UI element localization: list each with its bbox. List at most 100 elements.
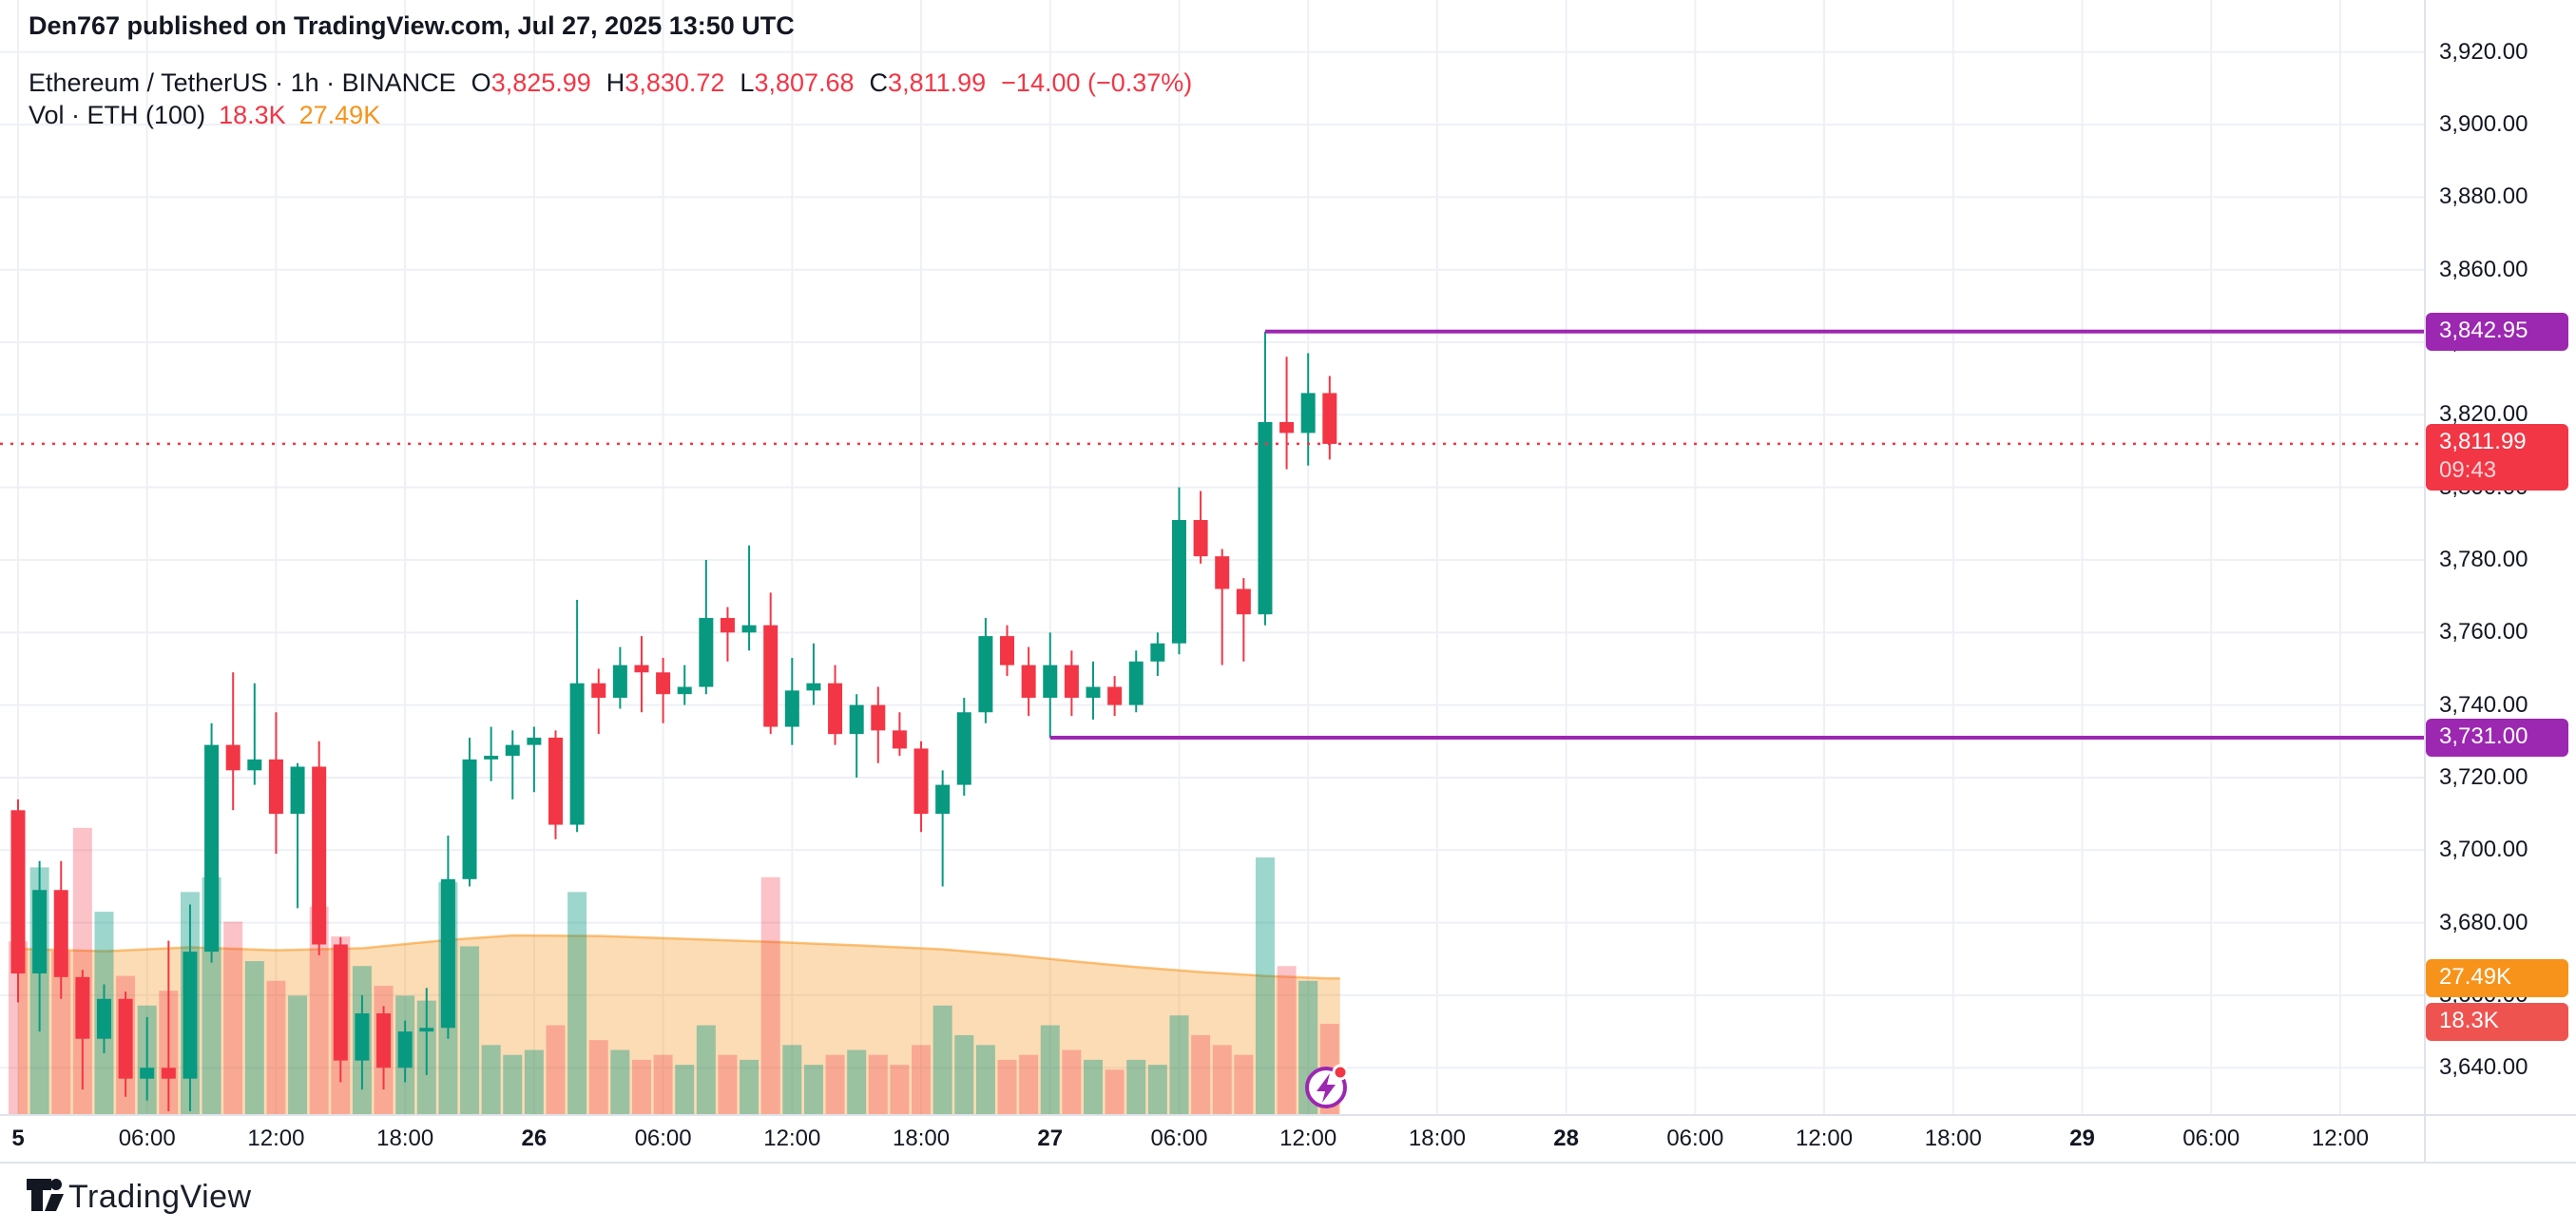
price-tick-label: 3,780.00 bbox=[2439, 546, 2528, 572]
legend-high: H3,830.72 bbox=[606, 68, 725, 97]
candle-body bbox=[612, 664, 627, 699]
candle-body bbox=[978, 636, 993, 713]
volume-bar bbox=[932, 1005, 952, 1114]
volume-bar bbox=[675, 1065, 695, 1114]
volume-bar bbox=[9, 941, 28, 1114]
volume-bar bbox=[266, 980, 286, 1114]
price-tick-label: 3,900.00 bbox=[2439, 111, 2528, 138]
candle-body bbox=[913, 748, 929, 815]
volume-bar bbox=[481, 1045, 501, 1114]
price-tick-label: 3,760.00 bbox=[2439, 619, 2528, 645]
candle-body bbox=[935, 784, 951, 815]
time-axis-top-border bbox=[0, 1114, 2576, 1116]
time-tick-label: 06:00 bbox=[2182, 1126, 2240, 1151]
candle-body bbox=[956, 712, 971, 785]
volume-bar bbox=[588, 1040, 608, 1114]
time-tick-label: 18:00 bbox=[1924, 1126, 1982, 1151]
time-tick-label: 12:00 bbox=[1796, 1126, 1854, 1151]
time-tick-label: 28 bbox=[1553, 1126, 1579, 1151]
volume-legend-title: Vol · ETH (100) bbox=[29, 101, 206, 129]
price-level-label-lower: 3,731.00 bbox=[2426, 718, 2568, 757]
legend-close: C3,811.99 bbox=[869, 68, 987, 97]
volume-bar bbox=[653, 1054, 673, 1114]
tradingview-brand-text[interactable]: TradingView bbox=[68, 1179, 252, 1215]
volume-legend: Vol · ETH (100) 18.3K 27.49K bbox=[29, 101, 380, 130]
candle-body bbox=[720, 618, 735, 633]
candle-body bbox=[1043, 664, 1058, 699]
bar-countdown: 09:43 bbox=[2439, 456, 2497, 483]
candle-body bbox=[161, 1068, 176, 1079]
volume-ma-line bbox=[17, 934, 1340, 980]
candle-body bbox=[118, 998, 133, 1079]
price-tick-label: 3,880.00 bbox=[2439, 183, 2528, 210]
volume-bar bbox=[503, 1054, 523, 1114]
volume-ma-area bbox=[18, 935, 1340, 1114]
volume-bar bbox=[1212, 1045, 1232, 1114]
volume-bar bbox=[890, 1065, 910, 1114]
last-price-value: 3,811.99 bbox=[2439, 428, 2527, 454]
time-tick-label: 12:00 bbox=[763, 1126, 821, 1151]
volume-bar bbox=[825, 1054, 845, 1114]
time-tick-label: 18:00 bbox=[893, 1126, 951, 1151]
candle-body bbox=[376, 1012, 392, 1068]
volume-bar bbox=[631, 1059, 651, 1114]
volume-bar bbox=[847, 1049, 867, 1114]
volume-current-value: 18.3K bbox=[219, 101, 286, 129]
price-tick-label: 3,680.00 bbox=[2439, 909, 2528, 935]
candle-body bbox=[204, 744, 220, 953]
symbol-title: Ethereum / TetherUS · 1h · BINANCE bbox=[29, 68, 456, 97]
volume-bar bbox=[567, 892, 587, 1114]
candle-body bbox=[1107, 686, 1123, 705]
last-price-label: 3,811.99 09:43 bbox=[2426, 423, 2568, 491]
candle-body bbox=[505, 744, 520, 757]
candle-body bbox=[1300, 393, 1316, 433]
candle-body bbox=[699, 618, 714, 687]
candle-body bbox=[53, 890, 68, 977]
time-tick-label: 26 bbox=[521, 1126, 548, 1151]
publish-attribution: Den767 published on TradingView.com, Jul… bbox=[29, 11, 795, 40]
time-tick-label: 18:00 bbox=[376, 1126, 434, 1151]
candle-body bbox=[1021, 664, 1036, 699]
tradingview-logo-icon[interactable] bbox=[25, 1175, 68, 1215]
volume-bar bbox=[1062, 1049, 1082, 1114]
time-tick-label: 18:00 bbox=[1408, 1126, 1466, 1151]
price-level-label-upper: 3,842.95 bbox=[2426, 312, 2568, 351]
price-axis-border bbox=[2424, 0, 2426, 1162]
candle-body bbox=[569, 683, 585, 825]
candle-body bbox=[591, 683, 606, 699]
candle-body bbox=[1322, 393, 1337, 444]
volume-bar bbox=[1277, 966, 1297, 1114]
candle-body bbox=[1193, 520, 1208, 557]
volume-bar bbox=[1169, 1015, 1189, 1114]
volume-bar bbox=[718, 1054, 738, 1114]
candle-body bbox=[290, 766, 305, 815]
price-tick-label: 3,920.00 bbox=[2439, 38, 2528, 65]
candle-body bbox=[440, 878, 455, 1029]
volume-bar bbox=[975, 1045, 995, 1114]
price-tick-label: 3,820.00 bbox=[2439, 401, 2528, 428]
volume-bar bbox=[740, 1059, 759, 1114]
volume-ma-label: 27.49K bbox=[2426, 959, 2568, 998]
candle-body bbox=[1000, 636, 1015, 665]
candle-body bbox=[1064, 664, 1079, 699]
candle-body bbox=[312, 766, 327, 945]
candle-body bbox=[1150, 643, 1165, 662]
volume-bar bbox=[460, 946, 480, 1114]
candle-body bbox=[849, 704, 864, 735]
candle-body bbox=[634, 664, 649, 673]
time-tick-label: 06:00 bbox=[118, 1126, 176, 1151]
time-axis-bottom-border bbox=[0, 1162, 2576, 1164]
candle-body bbox=[183, 952, 198, 1079]
candle-body bbox=[784, 690, 799, 727]
volume-bar bbox=[51, 951, 71, 1114]
candle-body bbox=[225, 744, 240, 771]
volume-bar bbox=[954, 1034, 974, 1114]
candle-body bbox=[1258, 421, 1273, 615]
volume-bar bbox=[760, 876, 780, 1114]
time-tick-label: 06:00 bbox=[1666, 1126, 1724, 1151]
time-tick-label: 5 bbox=[11, 1126, 25, 1151]
time-tick-label: 29 bbox=[2069, 1126, 2095, 1151]
volume-bar bbox=[1255, 857, 1275, 1114]
